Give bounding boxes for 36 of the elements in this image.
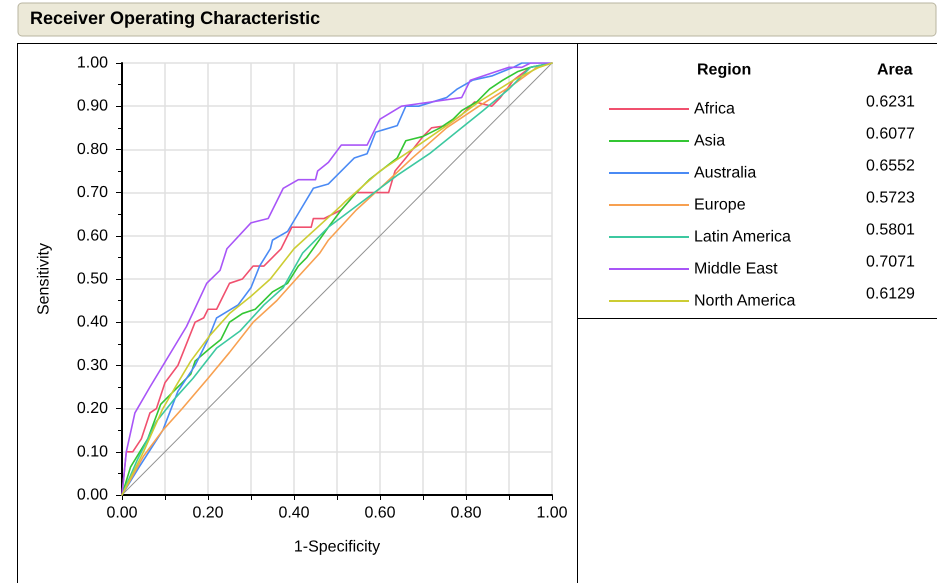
legend-label: Middle East <box>694 260 778 278</box>
legend-label: North America <box>694 292 796 310</box>
text: 0.5723 <box>866 190 916 206</box>
x-tick-label: 0.40 <box>278 504 310 522</box>
y-tick-label: 0.10 <box>76 443 108 460</box>
x-axis-title: 1-Specificity <box>294 538 380 556</box>
y-tick-label: 0.70 <box>76 184 108 202</box>
text: 0.7071 <box>866 254 916 270</box>
legend-title: Region <box>697 62 752 78</box>
x-tick-label: 0.00 <box>106 504 138 522</box>
text: 0.6129 <box>866 286 916 302</box>
legend-label: Asia <box>694 132 726 150</box>
y-tick-label: 0.20 <box>76 400 108 418</box>
y-tick-label: 0.00 <box>76 486 108 504</box>
y-tick-label: 0.50 <box>76 270 108 288</box>
text: 0.6231 <box>866 94 916 110</box>
y-tick-label: 1.00 <box>76 54 108 72</box>
y-axis-title: Sensitivity <box>36 242 52 316</box>
x-tick-label: 1.00 <box>536 504 568 522</box>
x-tick-label: 0.80 <box>450 504 482 522</box>
legend-label: Australia <box>694 164 756 182</box>
legend-label: Africa <box>694 100 735 118</box>
y-tick-label: 0.40 <box>76 314 108 331</box>
text: Area <box>877 62 913 78</box>
text: 0.5801 <box>866 222 916 238</box>
text: 0.6077 <box>866 126 916 142</box>
x-tick-label: 0.60 <box>364 504 396 522</box>
y-tick-label: 0.60 <box>76 227 108 244</box>
chart-title: Receiver Operating Characteristic <box>30 8 320 28</box>
y-tick-label: 0.80 <box>76 140 108 158</box>
x-tick-label: 0.20 <box>192 504 224 522</box>
legend-label: Latin America <box>694 228 792 246</box>
y-tick-label: 0.30 <box>76 356 108 374</box>
y-tick-label: 0.90 <box>76 98 108 115</box>
text: 0.6552 <box>866 158 916 174</box>
legend-label: Europe <box>694 196 746 214</box>
